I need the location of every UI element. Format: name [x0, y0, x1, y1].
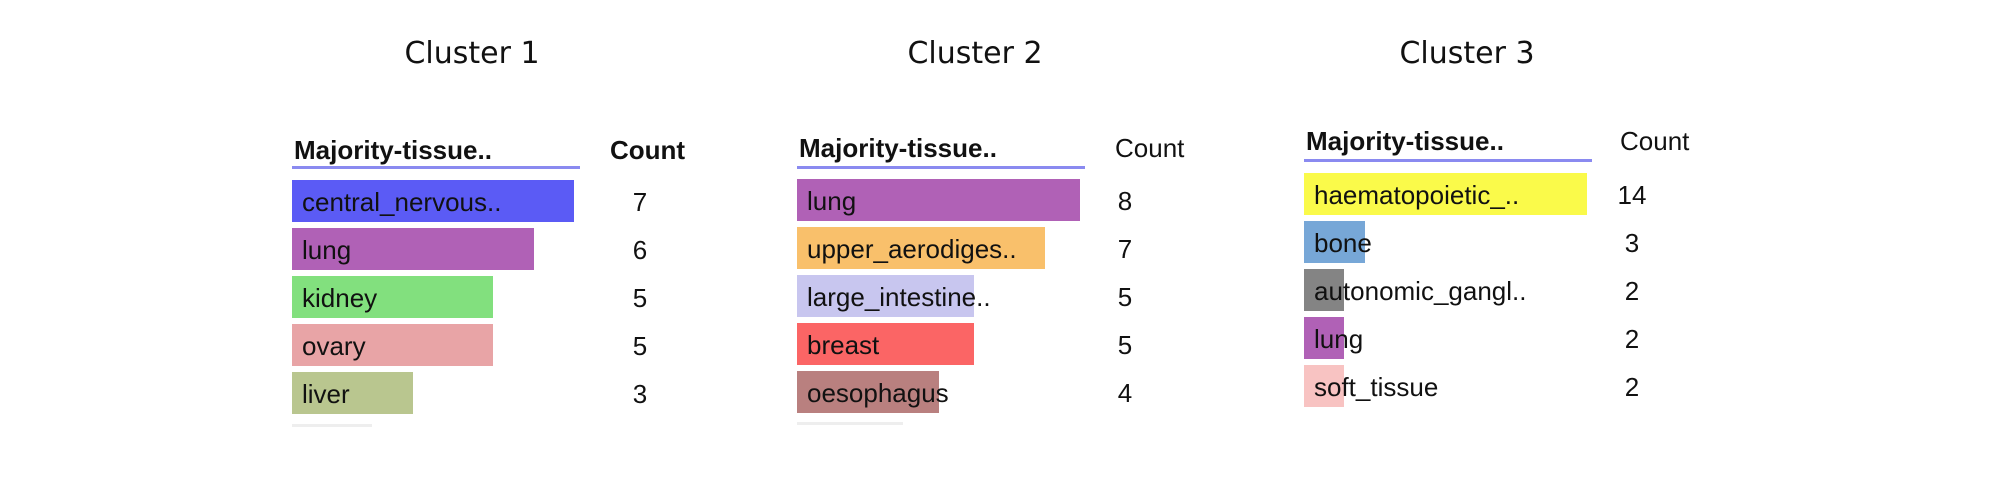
tissue-bar — [292, 180, 574, 222]
table-row[interactable]: haematopoietic_.. 14 — [1302, 173, 1682, 217]
table-scroll-edge — [797, 422, 903, 425]
table-row[interactable]: lung 6 — [292, 228, 690, 272]
table-row[interactable]: breast 5 — [795, 323, 1175, 367]
count-value: 5 — [632, 283, 648, 313]
tissue-bar — [292, 324, 493, 366]
tissue-bar — [1304, 221, 1365, 263]
cluster-title: Cluster 1 — [404, 36, 540, 71]
tissue-bar — [1304, 317, 1344, 359]
table-row[interactable]: lung 8 — [795, 179, 1175, 223]
tissue-label: liver — [302, 379, 350, 409]
cluster-title: Cluster 3 — [1399, 36, 1535, 71]
tissue-bar — [1304, 173, 1587, 215]
tissue-label: haematopoietic_.. — [1314, 180, 1520, 210]
tissue-label: upper_aerodiges.. — [807, 234, 1017, 264]
table-row[interactable]: bone 3 — [1302, 221, 1682, 265]
count-value: 7 — [632, 187, 648, 217]
tissue-label: kidney — [302, 283, 378, 313]
tissue-bar — [1304, 365, 1344, 407]
tissue-label: soft_tissue — [1314, 372, 1439, 402]
cluster-panel-3: Cluster 3 Majority-tissue.. Count haemat… — [1302, 0, 1782, 492]
cluster-panel-1: Cluster 1 Majority-tissue.. Count centra… — [292, 0, 742, 492]
count-column-header: Count — [610, 135, 686, 165]
tissue-label: bone — [1314, 228, 1372, 258]
count-value: 2 — [1624, 372, 1640, 402]
table-row[interactable]: upper_aerodiges.. 7 — [795, 227, 1175, 271]
tissue-label: large_intestine.. — [807, 282, 991, 312]
tissue-bar — [797, 371, 939, 413]
table-row[interactable]: kidney 5 — [292, 276, 690, 320]
tissue-label: lung — [807, 186, 857, 216]
tissue-label: ovary — [302, 331, 366, 361]
tissue-bar — [797, 323, 974, 365]
tissue-label: lung — [1314, 324, 1364, 354]
count-value: 5 — [632, 331, 648, 361]
tissue-label: lung — [302, 235, 352, 265]
count-value: 14 — [1617, 180, 1647, 210]
count-value: 6 — [632, 235, 648, 265]
tissue-bar — [1304, 269, 1344, 311]
count-value: 5 — [1117, 330, 1133, 360]
tissue-label: oesophagus — [807, 378, 949, 408]
cluster-title: Cluster 2 — [907, 36, 1043, 71]
tissue-column-header: Majority-tissue.. — [294, 135, 492, 165]
count-value: 2 — [1624, 324, 1640, 354]
table-row[interactable]: central_nervous.. 7 — [292, 180, 690, 224]
tissue-bar — [797, 179, 1080, 221]
table-row[interactable]: autonomic_gangl.. 2 — [1302, 269, 1682, 313]
count-value: 8 — [1117, 186, 1133, 216]
tissue-bar — [292, 372, 413, 414]
tissue-label: breast — [807, 330, 880, 360]
count-value: 5 — [1117, 282, 1133, 312]
tissue-bar — [797, 227, 1045, 269]
header-underline — [1304, 159, 1592, 162]
tissue-column-header: Majority-tissue.. — [799, 133, 997, 163]
tissue-label: central_nervous.. — [302, 187, 502, 217]
tissue-bar — [292, 276, 493, 318]
count-column-header: Count — [1620, 126, 1690, 156]
table-row[interactable]: oesophagus 4 — [795, 371, 1175, 415]
count-value: 4 — [1117, 378, 1133, 408]
count-column-header: Count — [1115, 133, 1185, 163]
header-underline — [292, 166, 580, 169]
tissue-label: autonomic_gangl.. — [1314, 276, 1527, 306]
table-row[interactable]: soft_tissue 2 — [1302, 365, 1682, 409]
cluster-panel-2: Cluster 2 Majority-tissue.. Count lung 8 u… — [795, 0, 1245, 492]
header-underline — [797, 166, 1085, 169]
tissue-bar — [292, 228, 534, 270]
tissue-column-header: Majority-tissue.. — [1306, 126, 1504, 156]
count-value: 3 — [1624, 228, 1640, 258]
tissue-bar — [797, 275, 974, 317]
table-row[interactable]: ovary 5 — [292, 324, 690, 368]
table-row[interactable]: lung 2 — [1302, 317, 1682, 361]
table-row[interactable]: large_intestine.. 5 — [795, 275, 1175, 319]
count-value: 3 — [632, 379, 648, 409]
count-value: 2 — [1624, 276, 1640, 306]
count-value: 7 — [1117, 234, 1133, 264]
table-row[interactable]: liver 3 — [292, 372, 690, 416]
table-scroll-edge — [292, 424, 372, 427]
